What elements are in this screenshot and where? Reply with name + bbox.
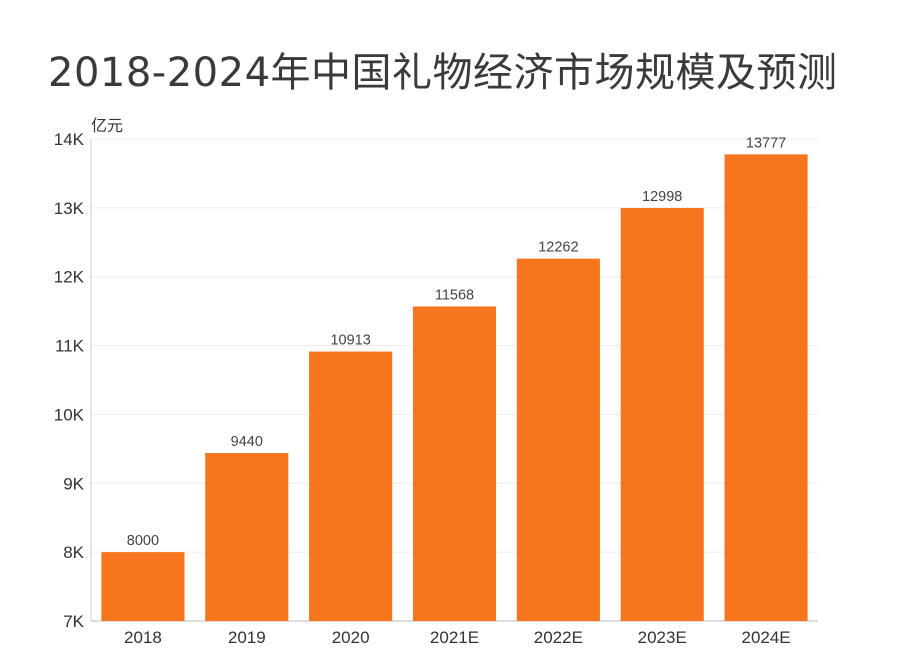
bar-2024E [724,154,808,621]
chart-title: 2018-2024年中国礼物经济市场规模及预测 [48,50,838,96]
bar-2018 [101,552,185,621]
y-tick-label: 13K [54,199,85,218]
data-label-2023E: 12998 [642,189,682,205]
y-tick-label: 8K [63,543,84,562]
y-tick-label: 14K [54,130,85,149]
data-label-2018: 8000 [127,533,159,549]
y-tick-label: 7K [63,612,84,631]
y-tick-label: 10K [54,405,85,424]
y-axis-unit-label: 亿元 [91,116,123,135]
x-tick-label-2023E: 2023E [638,628,687,647]
bar-2022E [516,258,600,621]
data-label-2020: 10913 [330,333,370,349]
bar-2023E [620,207,704,621]
y-tick-label: 12K [54,268,85,287]
x-tick-label-2021E: 2021E [430,628,479,647]
label-layer: 7K 8K 9K 10K 11K 12K 13K 14K 8000 2018 9440 2019 109… [54,130,791,647]
x-tick-label-2020: 2020 [332,628,370,647]
data-label-2022E: 12262 [538,240,578,256]
data-label-2024E: 13777 [746,135,786,151]
data-label-2021E: 11568 [435,287,474,303]
x-tick-label-2018: 2018 [124,628,162,647]
bar-2021E [412,306,497,621]
bar-layer [101,154,808,621]
bar-2020 [309,351,393,621]
data-label-2019: 9440 [231,434,263,450]
y-tick-label: 9K [63,474,84,493]
x-tick-label-2022E: 2022E [534,628,583,647]
bar-2019 [205,452,289,621]
y-tick-label: 11K [55,337,85,356]
x-tick-label-2024E: 2024E [741,628,790,647]
x-tick-label-2019: 2019 [228,628,266,647]
